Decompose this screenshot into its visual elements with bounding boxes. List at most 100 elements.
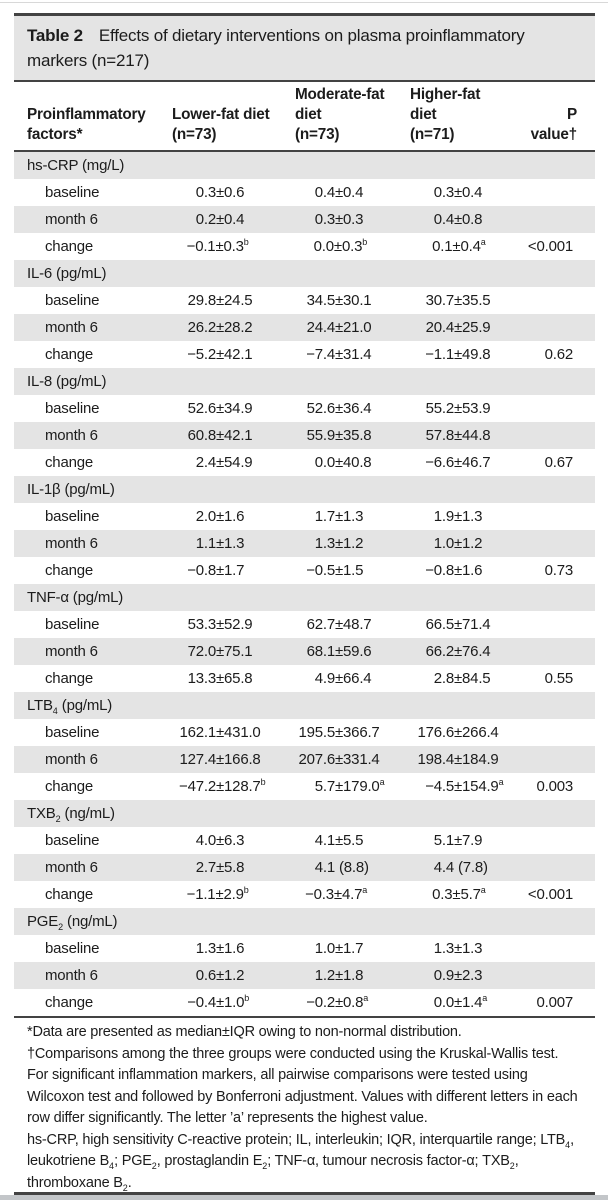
value-post: ±0.6 bbox=[216, 184, 245, 201]
value-post: ±166.8 bbox=[216, 751, 261, 768]
value-pre: 1.2 bbox=[314, 967, 335, 984]
value-post: ±6.3 bbox=[216, 832, 245, 849]
value-cell: 207.6±331.4 bbox=[295, 751, 410, 768]
value-pre: 55.9 bbox=[306, 427, 336, 444]
value-post: ±48.7 bbox=[335, 616, 372, 633]
value-post: ±4.7a bbox=[333, 885, 368, 904]
table-row: baseline 53.3±52.9 62.7±48.7 66.5±71.4 bbox=[14, 611, 595, 638]
title-divider-rule bbox=[14, 80, 595, 82]
footnotes: *Data are presented as median±IQR owing … bbox=[14, 1018, 595, 1192]
row-label: change bbox=[45, 778, 94, 795]
value-cell: −0.2±0.8a bbox=[295, 994, 410, 1012]
value-cell: 5.7±179.0a bbox=[295, 778, 410, 796]
value-post: ±0.3 bbox=[335, 211, 364, 228]
value-cell: 198.4±184.9 bbox=[410, 751, 530, 768]
value-post: ±75.1 bbox=[216, 643, 253, 660]
value-pre: 1.7 bbox=[314, 508, 335, 525]
value-pre: 0.0 bbox=[433, 994, 454, 1011]
value-pre: 2.0 bbox=[195, 508, 216, 525]
value-post: ±0.4 bbox=[216, 211, 245, 228]
value-pre: −5.2 bbox=[187, 346, 216, 363]
value-pre: 2.8 bbox=[433, 670, 454, 687]
value-post: ±331.4 bbox=[335, 751, 380, 768]
p-value-cell: 0.73 bbox=[544, 562, 574, 579]
value-post: ±1.2 bbox=[454, 535, 483, 552]
value-cell: 4.1 (8.8) bbox=[295, 859, 410, 876]
value-pre: 0.2 bbox=[195, 211, 216, 228]
column-header: Proinflammatory factors* bbox=[27, 106, 146, 143]
section-label: IL-1β (pg/mL) bbox=[27, 481, 115, 498]
value-cell: 195.5±366.7 bbox=[295, 724, 410, 741]
row-label: month 6 bbox=[45, 319, 98, 336]
value-pre: 162.1 bbox=[179, 724, 216, 741]
value-cell: 62.7±48.7 bbox=[295, 616, 410, 633]
value-post: ±84.5 bbox=[454, 670, 491, 687]
value-post: ±35.5 bbox=[454, 292, 491, 309]
value-post: ±49.8 bbox=[454, 346, 491, 363]
value-post: ±53.9 bbox=[454, 400, 491, 417]
value-cell: 4.1±5.5 bbox=[295, 832, 410, 849]
section-header-row: TNF-α (pg/mL) bbox=[14, 584, 595, 611]
value-cell: 0.2±0.4 bbox=[172, 211, 295, 228]
value-pre: 0.6 bbox=[195, 967, 216, 984]
value-post: ±0.4 bbox=[335, 184, 364, 201]
row-label: change bbox=[45, 238, 94, 255]
value-pre: −0.2 bbox=[306, 994, 335, 1011]
value-cell: 57.8±44.8 bbox=[410, 427, 530, 444]
section-label: IL-8 (pg/mL) bbox=[27, 373, 107, 390]
section-label: IL-6 (pg/mL) bbox=[27, 265, 107, 282]
table-row: month 6 0.6±1.2 1.2±1.8 0.9±2.3 bbox=[14, 962, 595, 989]
value-pre: 52.6 bbox=[306, 400, 336, 417]
value-cell: 66.5±71.4 bbox=[410, 616, 530, 633]
value-cell: 127.4±166.8 bbox=[172, 751, 295, 768]
value-cell: 2.7±5.8 bbox=[172, 859, 295, 876]
value-cell: −4.5±154.9a bbox=[410, 777, 530, 796]
value-pre: 1.3 bbox=[433, 940, 454, 957]
table-row: baseline 162.1±431.0 195.5±366.7 176.6±266.… bbox=[14, 719, 595, 746]
value-cell: 1.7±1.3 bbox=[295, 508, 410, 525]
value-post: ±1.6 bbox=[216, 508, 245, 525]
value-pre: 20.4 bbox=[425, 319, 455, 336]
row-label: change bbox=[45, 886, 94, 903]
column-header: P value† bbox=[530, 106, 578, 143]
table-title-block: Table 2 Effects of dietary interventions … bbox=[14, 16, 595, 80]
table-2: Table 2 Effects of dietary interventions … bbox=[14, 13, 595, 1195]
value-post: ±25.9 bbox=[454, 319, 491, 336]
p-value-cell: 0.55 bbox=[544, 670, 574, 687]
value-pre: 72.0 bbox=[187, 643, 217, 660]
column-header: Lower-fat diet (n=73) bbox=[172, 106, 270, 143]
value-cell: −1.1±2.9b bbox=[171, 886, 293, 904]
value-pre: 30.7 bbox=[425, 292, 455, 309]
p-value-cell: 0.62 bbox=[544, 346, 574, 363]
value-cell: −5.2±42.1 bbox=[172, 346, 295, 363]
value-post: ±0.3b bbox=[333, 237, 368, 256]
value-pre: 5.7 bbox=[314, 778, 335, 795]
value-cell: −1.1±49.8 bbox=[410, 346, 530, 363]
value-post: ±59.6 bbox=[335, 643, 372, 660]
value-pre: −0.1 bbox=[186, 238, 216, 255]
table-row: baseline 29.8±24.5 34.5±30.1 30.7±35.5 bbox=[14, 287, 595, 314]
value-cell: 26.2±28.2 bbox=[172, 319, 295, 336]
section-label: hs-CRP (mg/L) bbox=[27, 157, 125, 174]
value-cell: 162.1±431.0 bbox=[172, 724, 295, 741]
value-pre: −0.8 bbox=[425, 562, 454, 579]
value-post: (7.8) bbox=[454, 859, 488, 876]
value-cell: 1.3±1.2 bbox=[295, 535, 410, 552]
table-row: change −0.4±1.0b −0.2±0.8a 0.0±1.4a 0.007 bbox=[14, 989, 595, 1016]
row-label: month 6 bbox=[45, 643, 98, 660]
footnote: hs-CRP, high sensitivity C-reactive prot… bbox=[27, 1131, 575, 1192]
table-row: baseline 0.3±0.6 0.4±0.4 0.3±0.4 bbox=[14, 179, 595, 206]
value-post: ±31.4 bbox=[335, 346, 372, 363]
value-post: ±28.2 bbox=[216, 319, 253, 336]
value-cell: 52.6±36.4 bbox=[295, 400, 410, 417]
value-post: ±1.7 bbox=[216, 562, 245, 579]
value-cell: 66.2±76.4 bbox=[410, 643, 530, 660]
value-pre: 0.3 bbox=[432, 886, 453, 903]
value-post: ±1.0b bbox=[216, 993, 250, 1012]
table-row: month 6 72.0±75.1 68.1±59.6 66.2±76.4 bbox=[14, 638, 595, 665]
value-post: ±71.4 bbox=[454, 616, 491, 633]
value-post: ±154.9a bbox=[454, 777, 504, 796]
row-label: month 6 bbox=[45, 967, 98, 984]
table-number: Table 2 bbox=[27, 26, 83, 45]
value-cell: 0.3±0.6 bbox=[172, 184, 295, 201]
